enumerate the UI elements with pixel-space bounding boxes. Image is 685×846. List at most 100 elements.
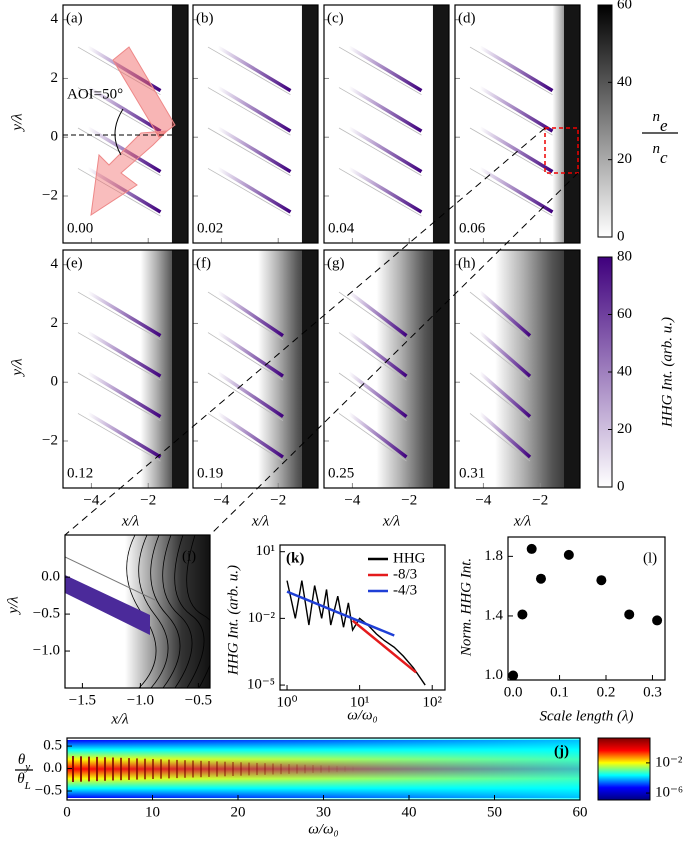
x-axis-label: x/λ xyxy=(513,513,532,529)
colorbar-tick-label: 20 xyxy=(617,151,632,167)
x-tick-label: 50 xyxy=(487,804,502,820)
y-tick-label: 4 xyxy=(51,11,59,27)
fraction-part: nc xyxy=(652,141,668,167)
y-tick-label: 1.8 xyxy=(484,548,503,564)
streak xyxy=(347,371,408,418)
symbol: n xyxy=(652,109,660,125)
x-tick-label: 20 xyxy=(231,804,246,820)
point xyxy=(517,609,528,620)
streak-edge xyxy=(77,413,161,462)
x-tick-label: −2 xyxy=(270,492,286,508)
fraction-part: θL xyxy=(17,771,31,791)
reflected-beam xyxy=(90,130,169,217)
y-axis-label: HHG Int. (arb. u.) xyxy=(225,565,241,676)
y-axis-label: y/λ xyxy=(9,358,25,378)
x-tick-label: 10⁰ xyxy=(277,694,298,710)
subscript: c xyxy=(660,148,668,167)
streak xyxy=(348,126,423,174)
frame xyxy=(62,249,189,489)
streak xyxy=(87,45,162,93)
plot-area xyxy=(324,5,449,243)
plot-area xyxy=(67,738,580,800)
streak-edge xyxy=(77,332,161,381)
colorbar-tick-label: 10⁻² xyxy=(655,754,683,770)
symbol: n xyxy=(652,141,660,157)
x-tick-label: 10¹ xyxy=(350,694,370,710)
incident-beam xyxy=(112,46,176,138)
streak-edge xyxy=(207,332,284,381)
target xyxy=(564,250,580,488)
streak xyxy=(217,86,292,133)
background xyxy=(193,5,318,243)
plot-area xyxy=(193,5,318,243)
panel-label: (k) xyxy=(286,550,304,566)
plot-area xyxy=(65,535,210,688)
frame xyxy=(454,249,581,489)
frame xyxy=(62,4,189,244)
point xyxy=(563,549,574,560)
x-tick-label: −1.5 xyxy=(69,692,96,708)
target xyxy=(433,250,449,488)
streak xyxy=(87,86,162,133)
streak xyxy=(217,45,292,93)
streak-edge xyxy=(469,372,531,421)
frame xyxy=(323,4,450,244)
symbol: θ xyxy=(18,752,26,768)
frame xyxy=(279,544,446,691)
filament xyxy=(138,535,169,688)
x-tick-label: 0.0 xyxy=(504,684,523,700)
streak-edge xyxy=(77,168,161,217)
streak-edge xyxy=(338,413,407,462)
streak xyxy=(217,412,284,459)
streak-edge xyxy=(338,168,422,217)
streak-edge xyxy=(77,291,161,341)
point xyxy=(535,573,546,584)
annotation: AOI=50° xyxy=(67,86,123,102)
colorbar-tick-label: 40 xyxy=(617,74,632,90)
x-axis-label: x/λ xyxy=(121,513,140,529)
streak-edge xyxy=(469,291,531,340)
streak-edge xyxy=(338,291,407,341)
panel-label: (b) xyxy=(196,10,214,26)
x-tick-label: 10² xyxy=(422,694,442,710)
colorbar-tick-label: 40 xyxy=(617,363,632,379)
streak xyxy=(347,331,408,378)
y-tick-label: 0 xyxy=(51,374,59,390)
plot-area xyxy=(193,250,318,488)
target xyxy=(433,5,449,243)
plot-area xyxy=(455,5,580,243)
frame xyxy=(66,737,581,801)
colorbar-tick-label: 20 xyxy=(617,421,632,437)
point xyxy=(652,615,663,626)
filament xyxy=(186,535,210,688)
x-tick-label: 40 xyxy=(402,804,417,820)
x-tick-label: −2 xyxy=(140,492,156,508)
y-tick-label: −2 xyxy=(42,432,58,448)
streak-edge xyxy=(207,168,291,217)
plot-area xyxy=(63,5,188,243)
streak-edge xyxy=(469,168,553,217)
target xyxy=(302,5,318,243)
streak-edge xyxy=(469,46,553,96)
streak-edge xyxy=(338,332,407,381)
streak-edge xyxy=(469,332,531,381)
fraction-part: θy xyxy=(18,752,30,772)
target xyxy=(564,5,580,243)
streak xyxy=(87,290,162,338)
streak xyxy=(478,371,532,418)
time-label: 0.31 xyxy=(459,465,485,481)
panel-label: (c) xyxy=(327,10,344,26)
panel-label: (h) xyxy=(458,255,476,271)
colorbar-tick-label: 60 xyxy=(617,0,632,12)
y-axis-label: HHG Int. (arb. u.) xyxy=(659,317,675,428)
x-tick-label: −2 xyxy=(401,492,417,508)
x-tick-label: −4 xyxy=(344,492,360,508)
filament xyxy=(174,535,205,688)
y-tick-label: 10¹ xyxy=(256,543,276,559)
x-tick-label: −0.5 xyxy=(185,692,212,708)
time-label: 0.04 xyxy=(328,220,355,236)
frame xyxy=(192,4,319,244)
panel-label: (l) xyxy=(643,550,657,566)
time-label: 0.02 xyxy=(197,220,223,236)
